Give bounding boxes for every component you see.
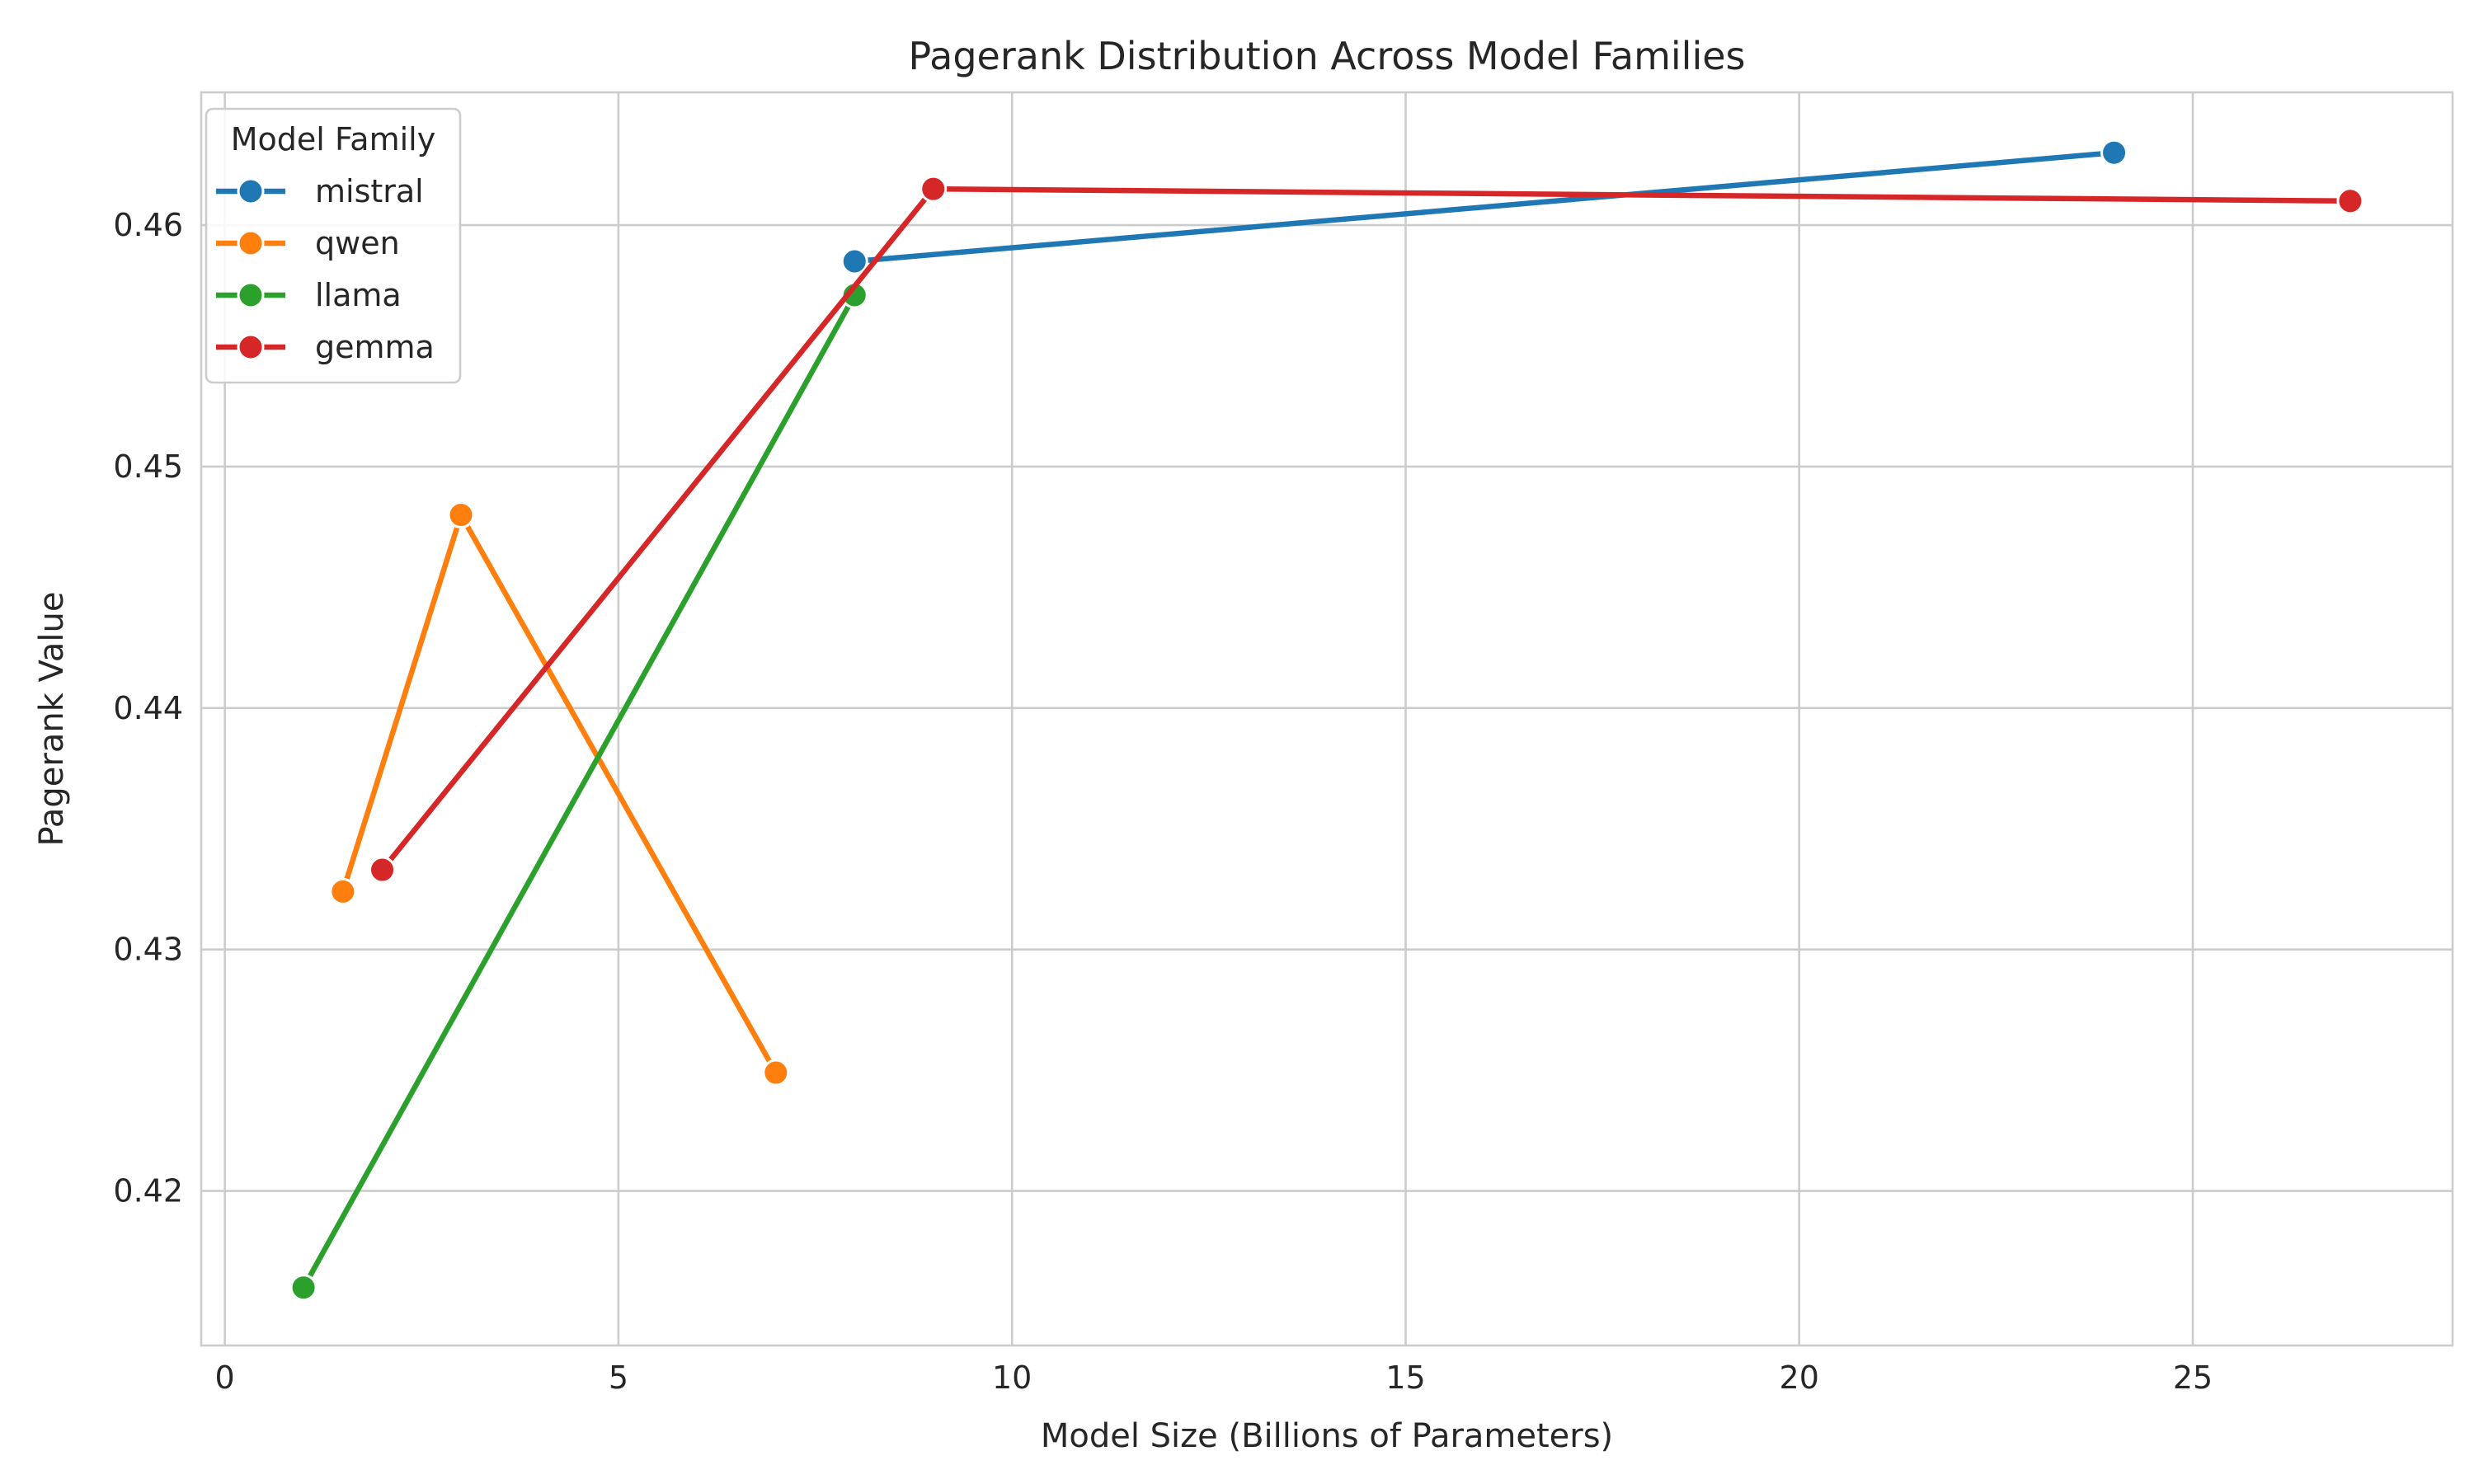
chart-title: Pagerank Distribution Across Model Famil… [909, 34, 1746, 78]
data-point-gemma[interactable] [2336, 187, 2364, 215]
tick-layer: 0 5 10 15 20 25 0.42 0.43 0.44 0.45 0.46 [113, 207, 2213, 1396]
data-point-llama[interactable] [289, 1274, 317, 1302]
data-point-qwen[interactable] [447, 501, 475, 529]
y-tick-label: 0.44 [113, 690, 183, 726]
series-line-qwen [340, 512, 779, 1076]
series-line-llama [300, 292, 858, 1290]
legend-label: gemma [315, 329, 435, 365]
data-point-gemma[interactable] [369, 856, 397, 884]
x-tick-label: 5 [609, 1360, 628, 1396]
x-tick-label: 0 [215, 1360, 235, 1396]
legend[interactable]: Model Family mistral qwen llama gemma [205, 107, 462, 384]
legend-title: Model Family [231, 121, 435, 157]
legend-label: llama [315, 277, 402, 313]
x-tick-label: 25 [2173, 1360, 2213, 1396]
data-point-mistral[interactable] [2100, 139, 2128, 167]
legend-item-gemma[interactable]: gemma [216, 329, 435, 365]
series-mistral [840, 139, 2128, 275]
legend-marker-swatch [237, 333, 265, 361]
y-tick-label: 0.46 [113, 207, 183, 243]
series-qwen [329, 501, 790, 1087]
series-line-gemma [379, 186, 2354, 873]
legend-item-qwen[interactable]: qwen [216, 225, 400, 261]
data-point-mistral[interactable] [840, 247, 868, 275]
series-llama [289, 281, 868, 1302]
x-tick-label: 15 [1385, 1360, 1425, 1396]
legend-marker-swatch [237, 281, 265, 309]
data-point-gemma[interactable] [920, 175, 948, 203]
y-tick-label: 0.42 [113, 1173, 183, 1209]
x-tick-label: 10 [992, 1360, 1032, 1396]
y-tick-label: 0.43 [113, 932, 183, 968]
legend-box [205, 107, 462, 384]
series-line-mistral [852, 149, 2117, 265]
legend-items: mistral qwen llama gemma [216, 173, 435, 365]
data-point-qwen[interactable] [329, 877, 357, 905]
plot-area-frame [200, 91, 2454, 1347]
legend-marker-swatch [237, 229, 265, 257]
grid-layer [201, 92, 2453, 1345]
legend-item-llama[interactable]: llama [216, 277, 402, 313]
legend-item-mistral[interactable]: mistral [216, 173, 424, 209]
legend-label: mistral [315, 173, 424, 209]
x-tick-label: 20 [1780, 1360, 1819, 1396]
data-point-qwen[interactable] [762, 1059, 790, 1087]
series-layer [289, 139, 2364, 1302]
legend-label: qwen [315, 225, 400, 261]
legend-marker-swatch [237, 177, 265, 205]
y-axis-label: Pagerank Value [33, 592, 71, 847]
y-tick-label: 0.45 [113, 448, 183, 485]
series-gemma [369, 175, 2364, 884]
x-axis-label: Model Size (Billions of Parameters) [1041, 1417, 1613, 1455]
